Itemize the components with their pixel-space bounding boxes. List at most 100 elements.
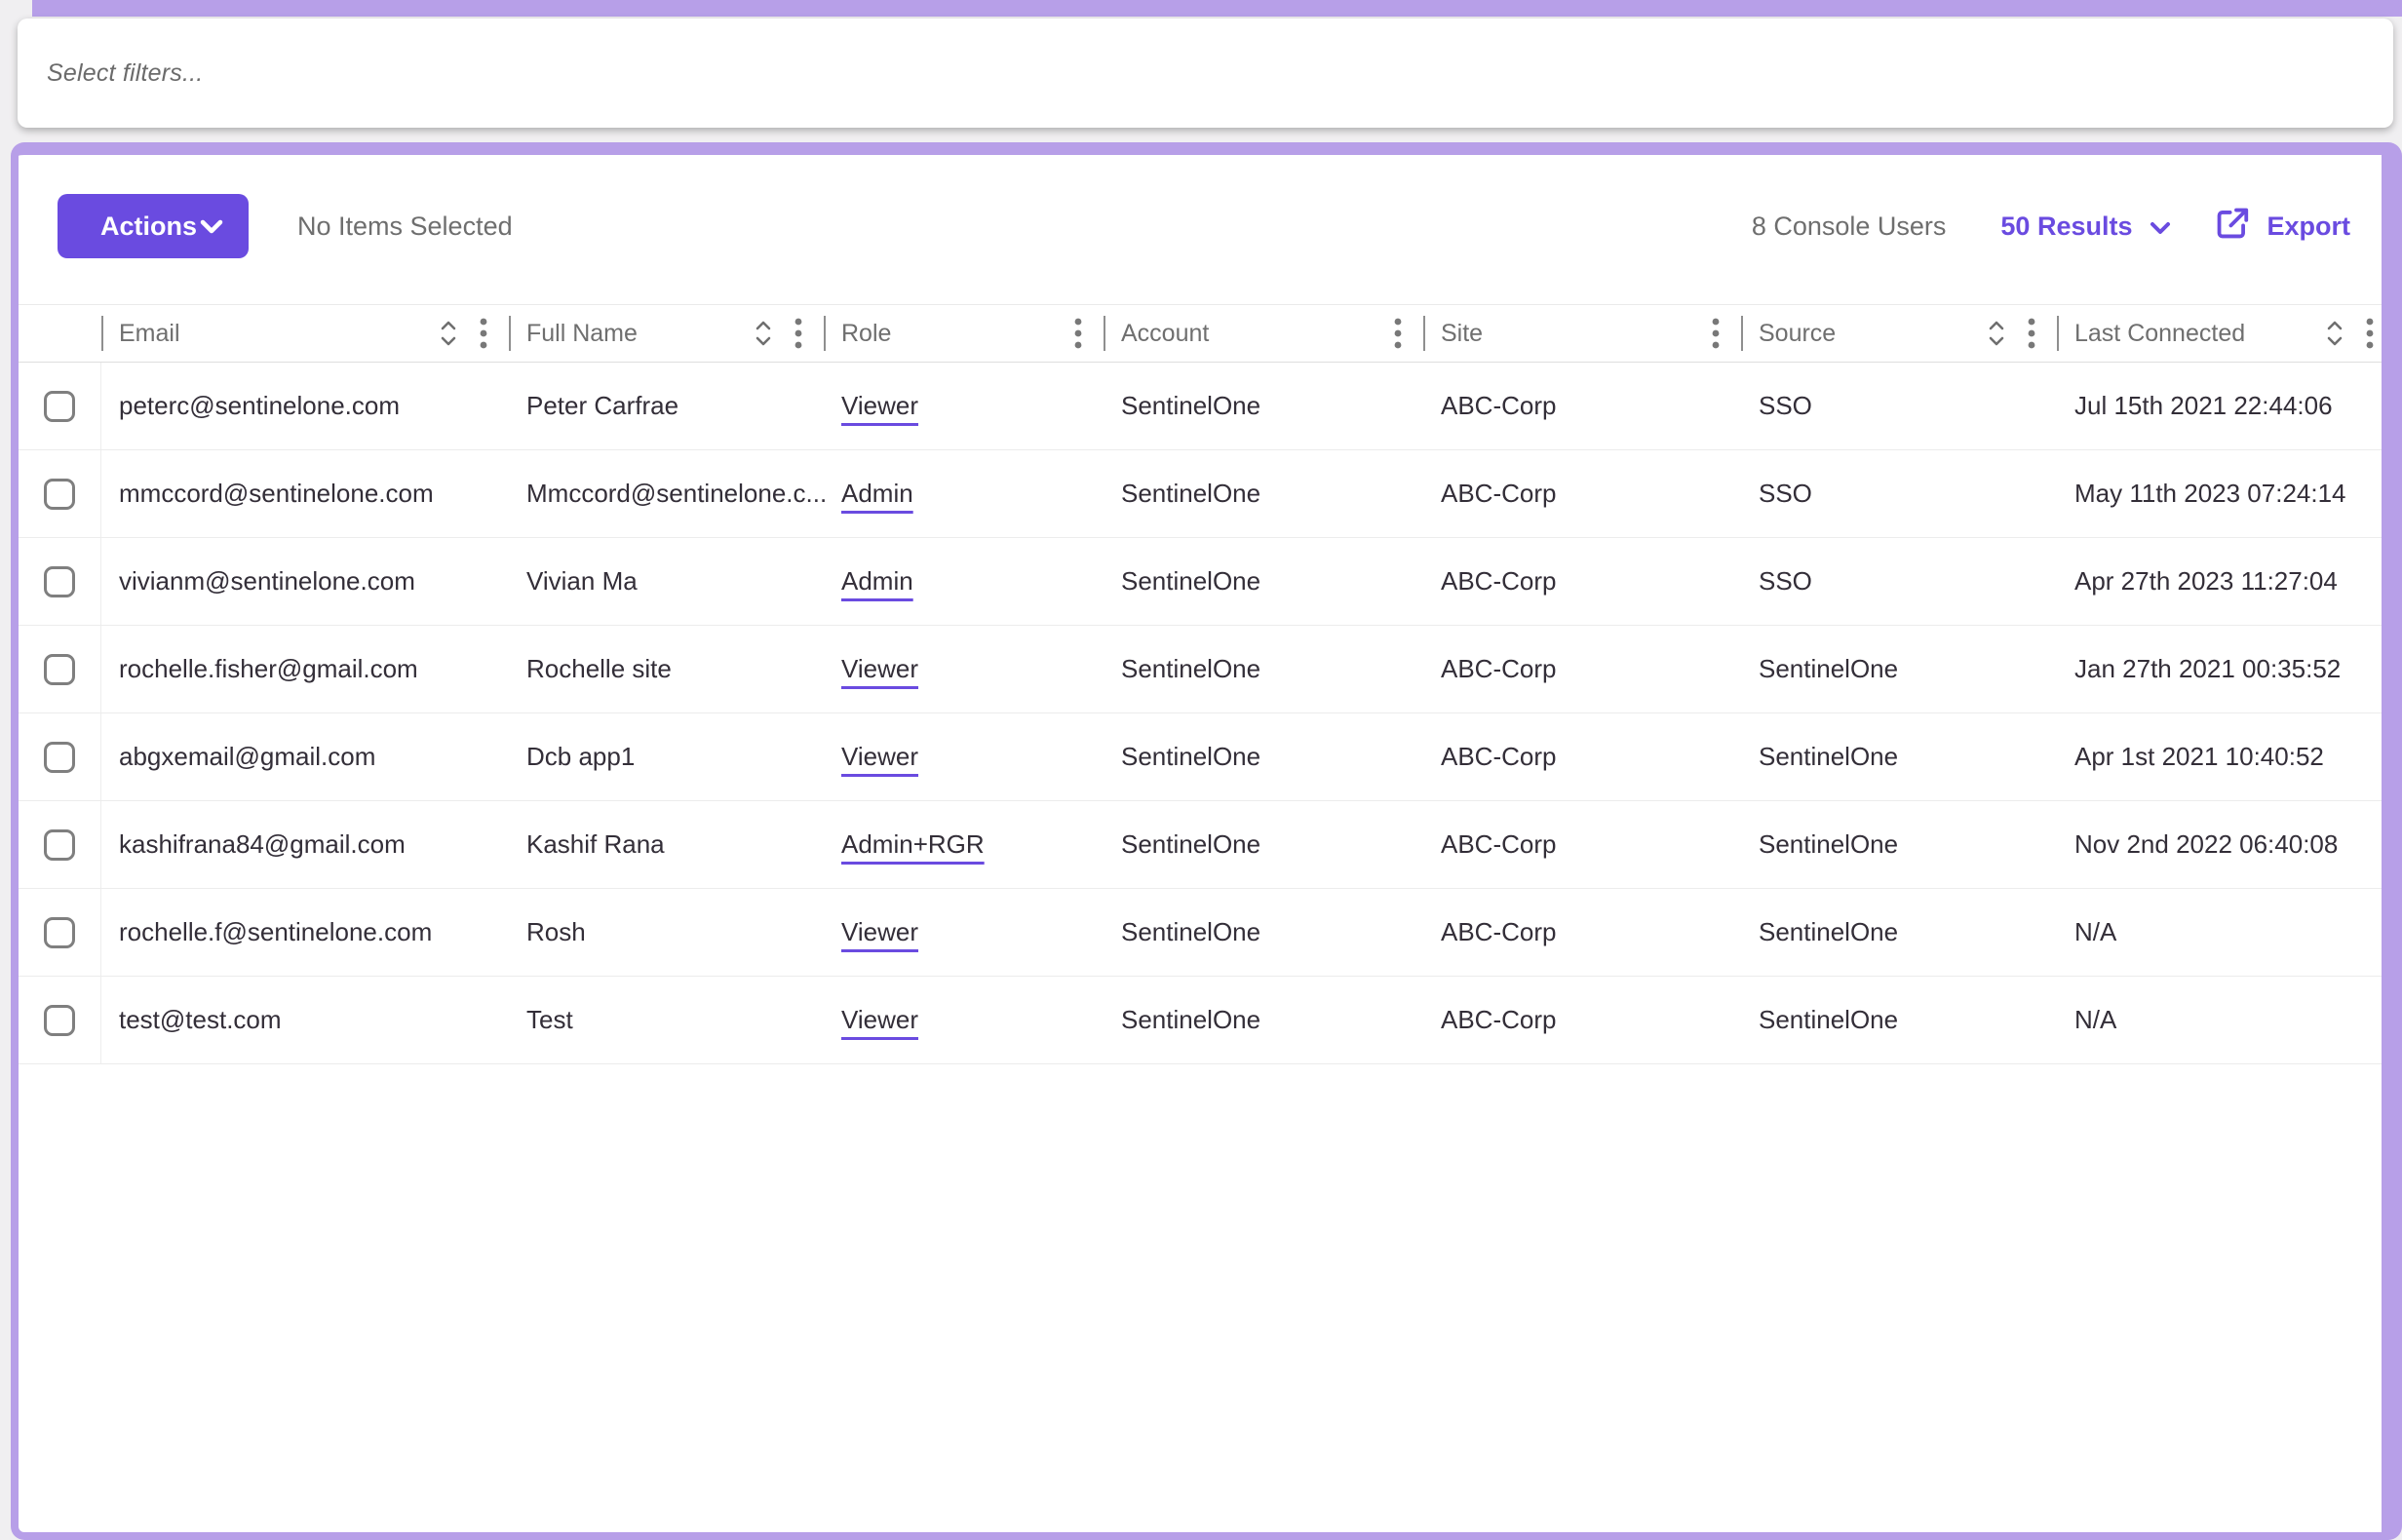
kebab-menu-icon[interactable] (1394, 317, 1402, 350)
header-full-name[interactable]: Full Name (509, 305, 824, 362)
table-header-row: Email Full Name (19, 304, 2382, 363)
kebab-menu-icon[interactable] (1074, 317, 1082, 350)
role-link[interactable]: Admin (841, 566, 913, 596)
role-cell: Viewer (824, 713, 1104, 800)
row-checkbox[interactable] (44, 565, 75, 597)
sort-icon[interactable] (439, 319, 458, 348)
column-divider (509, 316, 511, 351)
last-connected-value: Jan 27th 2021 00:35:52 (2074, 654, 2342, 683)
sort-icon[interactable] (754, 319, 773, 348)
account-value: SentinelOne (1121, 391, 1261, 420)
header-last-connected[interactable]: Last Connected (2057, 305, 2382, 362)
kebab-menu-icon[interactable] (794, 317, 802, 350)
column-divider (824, 316, 826, 351)
kebab-menu-icon[interactable] (2366, 317, 2374, 350)
full-name-value: Peter Carfrae (526, 391, 679, 420)
role-link[interactable]: Viewer (841, 654, 919, 683)
email-value: abgxemail@gmail.com (119, 742, 376, 771)
sort-icon[interactable] (2325, 319, 2344, 348)
site-value: ABC-Corp (1441, 654, 1557, 683)
account-value: SentinelOne (1121, 917, 1261, 946)
table-row: mmccord@sentinelone.com Mmccord@sentinel… (19, 450, 2382, 538)
email-value: mmccord@sentinelone.com (119, 479, 434, 508)
last-connected-cell: N/A (2057, 977, 2382, 1063)
header-account[interactable]: Account (1104, 305, 1423, 362)
email-cell: peterc@sentinelone.com (101, 363, 509, 449)
role-link[interactable]: Viewer (841, 1005, 919, 1034)
export-icon (2214, 205, 2251, 249)
account-cell: SentinelOne (1104, 450, 1423, 537)
header-role[interactable]: Role (824, 305, 1104, 362)
row-checkbox[interactable] (44, 390, 75, 422)
row-checkbox[interactable] (44, 916, 75, 948)
role-link[interactable]: Admin+RGR (841, 829, 985, 859)
role-cell: Viewer (824, 626, 1104, 712)
role-cell: Admin (824, 538, 1104, 625)
row-checkbox[interactable] (44, 1004, 75, 1036)
source-value: SentinelOne (1759, 829, 1899, 859)
source-cell: SentinelOne (1741, 801, 2057, 888)
table-body: peterc@sentinelone.com Peter Carfrae Vie… (19, 363, 2382, 1064)
last-connected-value: N/A (2074, 1005, 2117, 1034)
user-count: 8 Console Users (1751, 211, 1947, 241)
sort-icon[interactable] (1987, 319, 2006, 348)
site-value: ABC-Corp (1441, 917, 1557, 946)
source-cell: SentinelOne (1741, 626, 2057, 712)
top-accent-strip (32, 0, 2402, 17)
chevron-down-icon (2150, 212, 2171, 242)
site-cell: ABC-Corp (1423, 538, 1741, 625)
kebab-menu-icon[interactable] (480, 317, 487, 350)
row-select-cell (19, 713, 101, 800)
email-value: rochelle.f@sentinelone.com (119, 917, 433, 946)
full-name-cell: Kashif Rana (509, 801, 824, 888)
header-source[interactable]: Source (1741, 305, 2057, 362)
export-label: Export (2266, 211, 2350, 241)
source-cell: SentinelOne (1741, 977, 2057, 1063)
site-value: ABC-Corp (1441, 1005, 1557, 1034)
console-users-table: Email Full Name (19, 304, 2382, 1064)
kebab-menu-icon[interactable] (1712, 317, 1720, 350)
last-connected-cell: Nov 2nd 2022 06:40:08 (2057, 801, 2382, 888)
last-connected-value: Apr 1st 2021 10:40:52 (2074, 742, 2324, 771)
row-checkbox[interactable] (44, 478, 75, 510)
header-email[interactable]: Email (101, 305, 509, 362)
filter-bar[interactable]: Select filters... (18, 19, 2393, 128)
column-divider (1104, 316, 1105, 351)
site-cell: ABC-Corp (1423, 626, 1741, 712)
source-value: SSO (1759, 566, 1812, 596)
header-label: Site (1441, 319, 1484, 347)
role-link[interactable]: Viewer (841, 391, 919, 420)
account-cell: SentinelOne (1104, 889, 1423, 976)
header-label: Full Name (526, 319, 638, 347)
last-connected-cell: May 11th 2023 07:24:14 (2057, 450, 2382, 537)
account-value: SentinelOne (1121, 654, 1261, 683)
full-name-value: Test (526, 1005, 573, 1034)
results-per-page-dropdown[interactable]: 50 Results (2000, 212, 2171, 242)
full-name-value: Vivian Ma (526, 566, 638, 596)
account-value: SentinelOne (1121, 1005, 1261, 1034)
row-checkbox[interactable] (44, 741, 75, 773)
actions-button[interactable]: Actions (58, 194, 249, 258)
export-button[interactable]: Export (2214, 205, 2350, 249)
source-value: SSO (1759, 479, 1812, 508)
role-link[interactable]: Viewer (841, 742, 919, 771)
account-value: SentinelOne (1121, 566, 1261, 596)
last-connected-value: Nov 2nd 2022 06:40:08 (2074, 829, 2339, 859)
full-name-cell: Vivian Ma (509, 538, 824, 625)
row-select-cell (19, 889, 101, 976)
kebab-menu-icon[interactable] (2028, 317, 2035, 350)
header-label: Source (1759, 319, 1837, 347)
account-cell: SentinelOne (1104, 977, 1423, 1063)
header-site[interactable]: Site (1423, 305, 1741, 362)
site-cell: ABC-Corp (1423, 889, 1741, 976)
role-link[interactable]: Viewer (841, 917, 919, 946)
row-select-cell (19, 801, 101, 888)
header-select-column (19, 305, 101, 362)
table-row: peterc@sentinelone.com Peter Carfrae Vie… (19, 363, 2382, 450)
row-checkbox[interactable] (44, 828, 75, 861)
row-checkbox[interactable] (44, 653, 75, 685)
source-cell: SSO (1741, 450, 2057, 537)
role-cell: Viewer (824, 977, 1104, 1063)
role-link[interactable]: Admin (841, 479, 913, 508)
last-connected-value: Apr 27th 2023 11:27:04 (2074, 566, 2338, 596)
